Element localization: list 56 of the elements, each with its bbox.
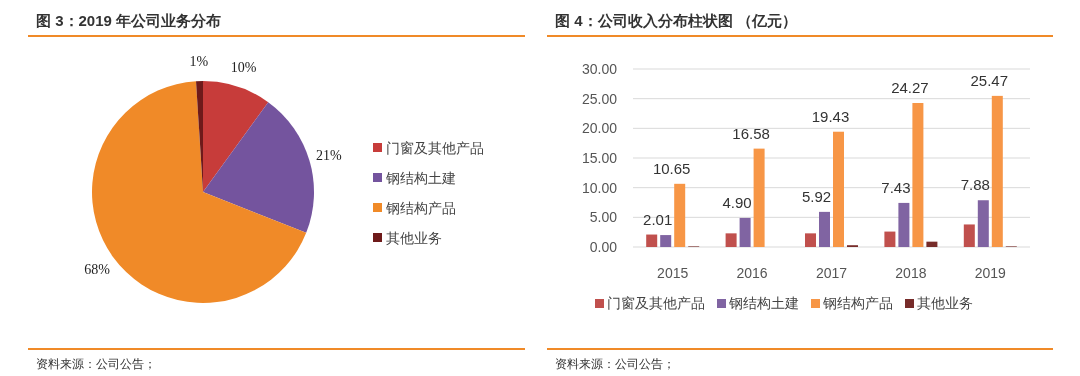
legend-label: 其他业务 <box>386 230 442 246</box>
bar <box>805 233 816 247</box>
y-tick-label: 30.00 <box>581 61 618 77</box>
data-label: 16.58 <box>732 124 770 142</box>
bar <box>991 95 1003 247</box>
bar <box>912 103 924 247</box>
data-label: 24.27 <box>891 79 929 96</box>
legend-label: 其他业务 <box>917 295 973 311</box>
data-label: 7.88 <box>960 176 990 194</box>
data-label: 1% <box>189 54 209 70</box>
y-tick-label: 10.00 <box>581 179 618 196</box>
bar <box>833 131 844 247</box>
data-label: 4.90 <box>722 193 752 211</box>
bar <box>739 217 751 247</box>
chart-title: 图 4：公司收入分布柱状图 （亿元） <box>555 12 797 29</box>
bar <box>646 234 658 247</box>
x-tick-label: 2019 <box>974 265 1007 281</box>
text: 资料来源：公司公告； <box>36 357 156 371</box>
data-label: 25.47 <box>970 71 1009 89</box>
legend-label: 钢结构土建 <box>728 295 799 311</box>
bar <box>926 241 938 247</box>
legend-label: 门窗及其他产品 <box>607 295 705 311</box>
bar <box>725 233 737 247</box>
bar <box>819 211 830 247</box>
bar <box>660 235 672 247</box>
data-label: 7.43 <box>881 178 911 196</box>
chart-title: 图 3：2019 年公司业务分布 <box>36 12 222 29</box>
text: 资料来源：公司公告； <box>555 357 675 371</box>
pie-slice <box>203 102 314 233</box>
data-label: 2.01 <box>643 211 673 229</box>
data-label: 19.43 <box>811 107 850 125</box>
bar <box>977 200 989 247</box>
bar <box>884 231 896 247</box>
x-tick-label: 2018 <box>895 265 927 281</box>
data-label: 5.92 <box>801 187 832 205</box>
pie-slice <box>203 81 269 192</box>
legend-label: 钢结构土建 <box>385 170 456 186</box>
bar <box>898 202 910 247</box>
y-tick-label: 5.00 <box>589 209 618 226</box>
y-tick-label: 20.00 <box>581 120 618 137</box>
data-label: 68% <box>84 262 111 277</box>
legend-label: 钢结构产品 <box>385 200 456 216</box>
bar <box>963 224 975 247</box>
data-label: 21% <box>315 148 342 164</box>
data-label: 10% <box>230 60 257 76</box>
legend-label: 钢结构产品 <box>822 295 893 311</box>
y-tick-label: 25.00 <box>581 90 618 107</box>
legend-label: 门窗及其他产品 <box>386 140 484 156</box>
y-tick-label: 0.00 <box>589 239 618 255</box>
x-tick-label: 2015 <box>657 265 689 281</box>
y-tick-label: 15.00 <box>581 150 618 166</box>
data-label: 10.65 <box>652 159 691 177</box>
x-tick-label: 2017 <box>815 265 848 281</box>
bar <box>753 148 765 247</box>
x-tick-label: 2016 <box>736 265 768 281</box>
bar <box>674 183 686 247</box>
